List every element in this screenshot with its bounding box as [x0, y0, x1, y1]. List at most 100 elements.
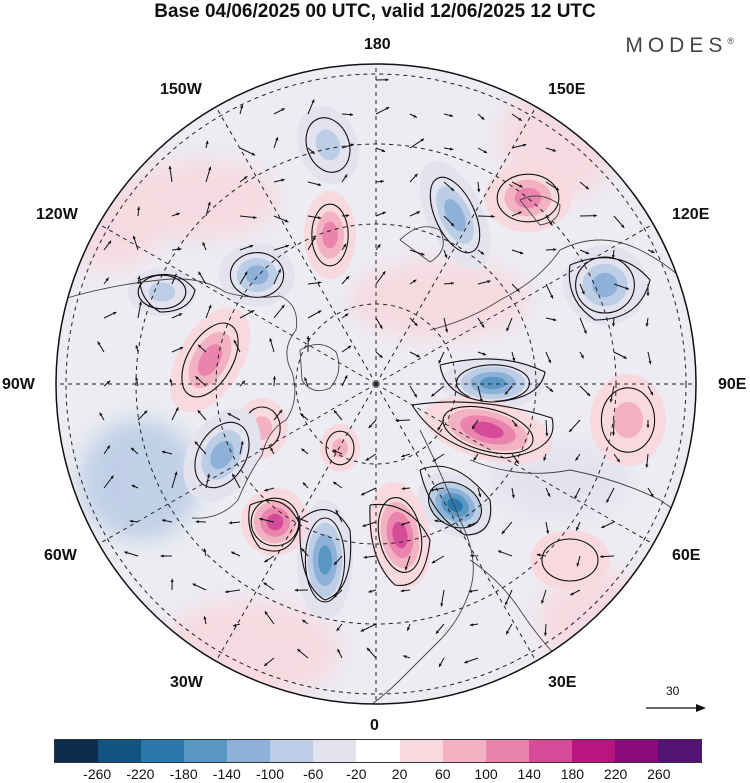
wind-vector: [613, 351, 628, 359]
wind-vector: [477, 214, 495, 218]
colorbar-tick-labels: -260 -220 -180 -140 -100 -60 -20 20 60 100 140 180 2…: [0, 766, 750, 783]
wind-vector: [504, 385, 513, 395]
wind-vector: [239, 271, 248, 285]
wind-vectors: [97, 78, 655, 668]
anomaly-field: [60, 80, 666, 700]
wind-vector: [409, 351, 421, 358]
anomaly-center: [183, 408, 261, 502]
wind-vector: [225, 589, 241, 594]
wind-vector: [197, 271, 207, 285]
wind-vector: [511, 113, 523, 122]
lon-label-60e: 60E: [672, 547, 701, 564]
wind-vector: [545, 351, 552, 364]
wind-vector: [543, 453, 547, 461]
anomaly-center: [128, 268, 196, 316]
wind-vector: [434, 519, 445, 523]
background-anomaly-patch: [120, 160, 280, 240]
latitude-circle: [65, 73, 687, 695]
wind-vector: [239, 147, 256, 156]
wind-vector: [404, 555, 411, 571]
wind-vector: [171, 407, 179, 421]
brand-logo: MODES®: [625, 34, 734, 58]
wind-vector: [264, 487, 275, 492]
wind-vector: [333, 555, 343, 566]
wind-vector: [197, 344, 207, 353]
coastline: [469, 559, 561, 661]
wind-vector: [437, 419, 445, 431]
wind-vector: [543, 623, 548, 636]
wind-vector: [409, 173, 418, 183]
wind-vector: [301, 448, 309, 455]
wind-vector: [197, 409, 207, 421]
wind-vector: [239, 380, 246, 387]
wind-vector: [341, 243, 347, 251]
wind-vector: [612, 317, 616, 327]
meridian-line: [375, 383, 663, 550]
wind-vector: [645, 317, 649, 327]
wind-vector: [307, 147, 316, 155]
anomaly-center: [530, 530, 610, 590]
wind-vector: [576, 555, 581, 567]
wind-vector: [545, 147, 557, 152]
contour-ring: [305, 117, 351, 173]
registered-mark: ®: [727, 36, 734, 46]
wind-vector: [335, 509, 343, 523]
wind-vector: [195, 376, 207, 387]
wind-vector: [471, 419, 479, 430]
contour-ring: [194, 421, 250, 489]
height-contours: [139, 257, 651, 601]
colorbar-tick-label: 260: [647, 766, 671, 782]
wind-vector: [443, 281, 455, 285]
contour-ring: [600, 387, 656, 453]
wind-vector: [464, 657, 479, 664]
colorbar-swatch: [184, 740, 228, 762]
map-boundary: [55, 63, 697, 705]
anomaly-level: [266, 513, 284, 531]
wind-vector: [307, 310, 322, 319]
wind-vector: [600, 555, 615, 559]
contour-ring: [442, 405, 534, 455]
wind-vector: [647, 385, 654, 396]
wind-vector: [205, 304, 212, 319]
wind-vector: [609, 385, 615, 403]
wind-vector: [202, 241, 207, 251]
wind-vector: [171, 313, 183, 319]
anomaly-level: [592, 272, 618, 298]
wind-vector: [506, 317, 513, 332]
contour-ring: [496, 173, 560, 223]
wind-vector: [307, 236, 316, 251]
wind-vector: [568, 419, 581, 433]
wind-vector: [541, 589, 547, 604]
lon-label-90w: 90W: [2, 376, 35, 393]
wind-vector: [194, 441, 207, 455]
wind-vector: [307, 281, 322, 285]
wind-vector: [375, 317, 383, 330]
coastline: [399, 226, 444, 263]
lon-label-60w: 60W: [44, 547, 77, 564]
contour-ring: [181, 322, 239, 398]
wind-vector: [579, 214, 597, 218]
wind-vector: [307, 181, 322, 187]
anomaly-center: [304, 191, 356, 279]
meridian-line: [89, 218, 377, 385]
wind-vector: [545, 419, 549, 437]
colorbar-tick-label: -20: [346, 766, 367, 782]
wind-vector: [332, 449, 343, 455]
wind-vector: [545, 181, 560, 191]
wind-vector: [511, 249, 524, 255]
colorbar-swatch: [442, 740, 486, 762]
colorbar-tick-label: 100: [474, 766, 498, 782]
wind-vector: [647, 487, 654, 498]
colorbar-tick-label: -140: [212, 766, 241, 782]
background-anomaly-patch: [80, 420, 200, 540]
background-anomaly-patch: [350, 260, 530, 340]
wind-vector: [468, 589, 479, 593]
wind-vector: [195, 520, 207, 524]
colorbar-tick-label: -180: [169, 766, 198, 782]
colorbar: [54, 739, 702, 763]
wind-vector: [203, 548, 207, 557]
wind-vector: [239, 244, 254, 251]
wind-vector: [497, 550, 513, 557]
anomaly-center: [563, 245, 647, 325]
